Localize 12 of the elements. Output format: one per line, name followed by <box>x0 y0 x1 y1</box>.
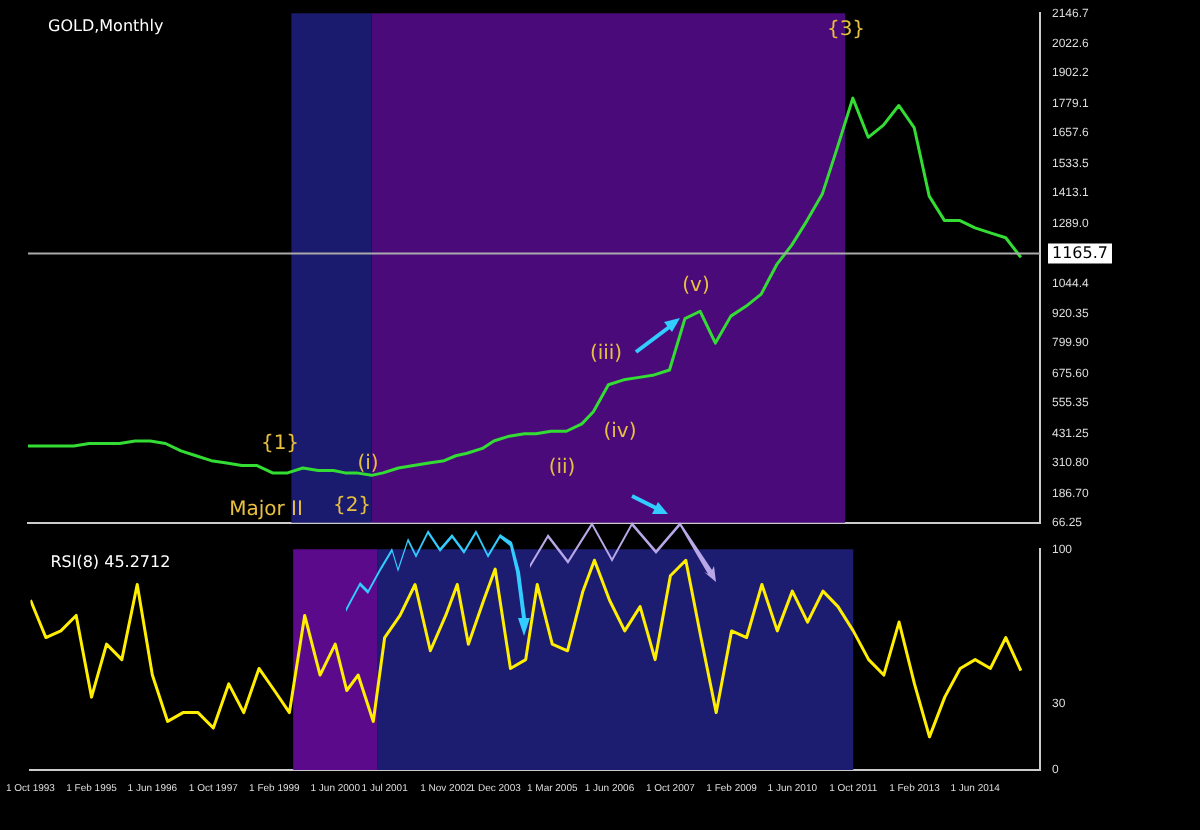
annotation: (iv) <box>603 421 637 444</box>
ref-line-label: 1165.7 <box>1052 243 1108 262</box>
annotation: {3} <box>826 19 866 42</box>
annotation: Major II <box>229 499 303 522</box>
annotation: (v) <box>682 275 710 298</box>
annotation: (ii) <box>548 457 576 480</box>
annotation: {1} <box>260 433 300 456</box>
chart-title: GOLD,Monthly <box>48 17 164 36</box>
chart-title: RSI(8) 45.2712 <box>50 553 171 572</box>
annotation: (iii) <box>589 343 623 366</box>
annotation: {2} <box>332 495 372 518</box>
annotation: (i) <box>357 453 379 476</box>
